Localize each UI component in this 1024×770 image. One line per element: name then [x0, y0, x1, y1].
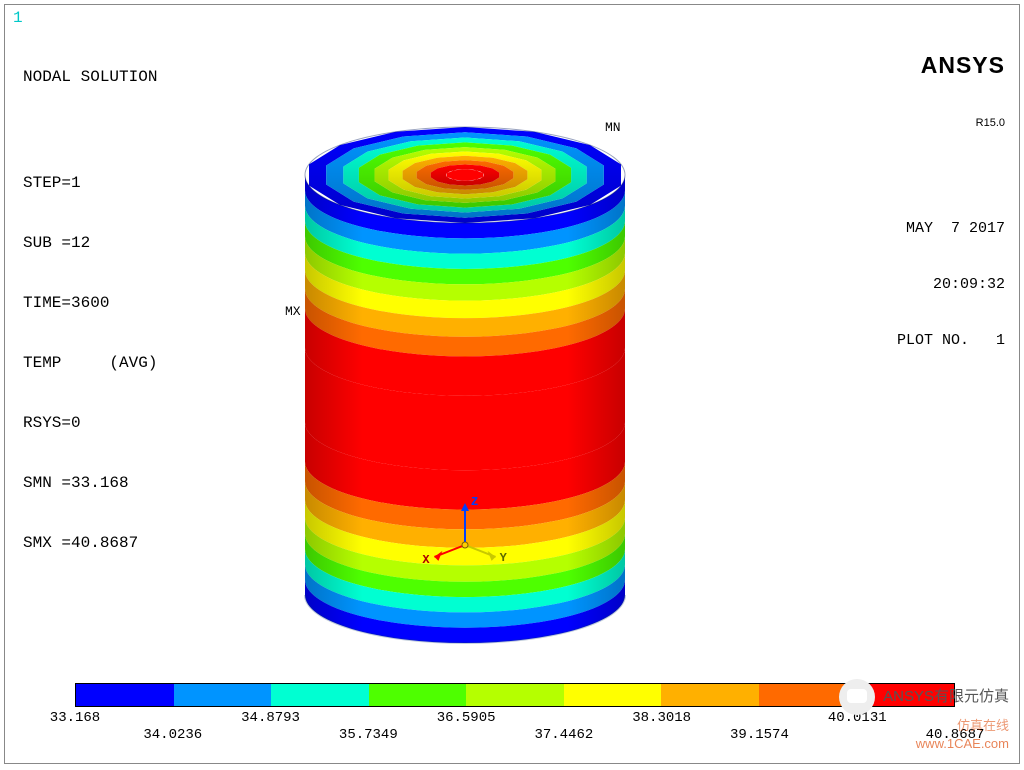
legend-tick-label: 40.0131	[828, 710, 887, 726]
info-line: STEP=1	[23, 173, 157, 193]
legend-tick-label: 34.8793	[241, 710, 300, 726]
legend-segment	[564, 684, 662, 706]
legend-segment	[76, 684, 174, 706]
legend-tick-label: 39.1574	[730, 727, 789, 743]
legend-tick-label: 40.8687	[926, 727, 985, 743]
window-number: 1	[13, 9, 23, 27]
legend-tick-label: 35.7349	[339, 727, 398, 743]
legend-tick-label: 33.168	[50, 710, 100, 726]
legend-segment	[466, 684, 564, 706]
info-line: SMX =40.8687	[23, 533, 157, 553]
legend-segment	[174, 684, 272, 706]
info-line: SMN =33.168	[23, 473, 157, 493]
legend-tick-label: 34.0236	[143, 727, 202, 743]
legend-segment	[369, 684, 467, 706]
legend-tick-label: 38.3018	[632, 710, 691, 726]
svg-text:X: X	[422, 553, 430, 567]
info-line: SUB =12	[23, 233, 157, 253]
legend-colorbar	[75, 683, 955, 707]
legend-segment	[271, 684, 369, 706]
plot-frame: 1 NODAL SOLUTION STEP=1 SUB =12 TIME=360…	[4, 4, 1020, 764]
color-legend: 33.16834.023634.879335.734936.590537.446…	[75, 683, 955, 741]
date-label: MAY 7 2017	[897, 220, 1005, 239]
info-line: RSYS=0	[23, 413, 157, 433]
svg-text:MN: MN	[605, 120, 621, 135]
info-line: TEMP (AVG)	[23, 353, 157, 373]
time-label: 20:09:32	[897, 276, 1005, 295]
plot-number-label: PLOT NO. 1	[897, 332, 1005, 351]
legend-segment	[857, 684, 955, 706]
legend-labels: 33.16834.023634.879335.734936.590537.446…	[75, 707, 955, 741]
solution-info-block: NODAL SOLUTION STEP=1 SUB =12 TIME=3600 …	[23, 27, 157, 593]
legend-tick-label: 36.5905	[437, 710, 496, 726]
legend-segment	[661, 684, 759, 706]
solution-title: NODAL SOLUTION	[23, 67, 157, 87]
meta-block: ANSYS R15.0 MAY 7 2017 20:09:32 PLOT NO.…	[897, 13, 1005, 388]
legend-segment	[759, 684, 857, 706]
brand-label: ANSYS	[897, 51, 1005, 80]
legend-tick-label: 37.4462	[534, 727, 593, 743]
contour-cylinder-plot: MN MX Z Y X	[265, 115, 665, 665]
svg-text:Y: Y	[500, 551, 508, 565]
svg-text:Z: Z	[471, 495, 478, 509]
version-label: R15.0	[897, 117, 1005, 131]
svg-text:MX: MX	[285, 304, 301, 319]
info-line: TIME=3600	[23, 293, 157, 313]
